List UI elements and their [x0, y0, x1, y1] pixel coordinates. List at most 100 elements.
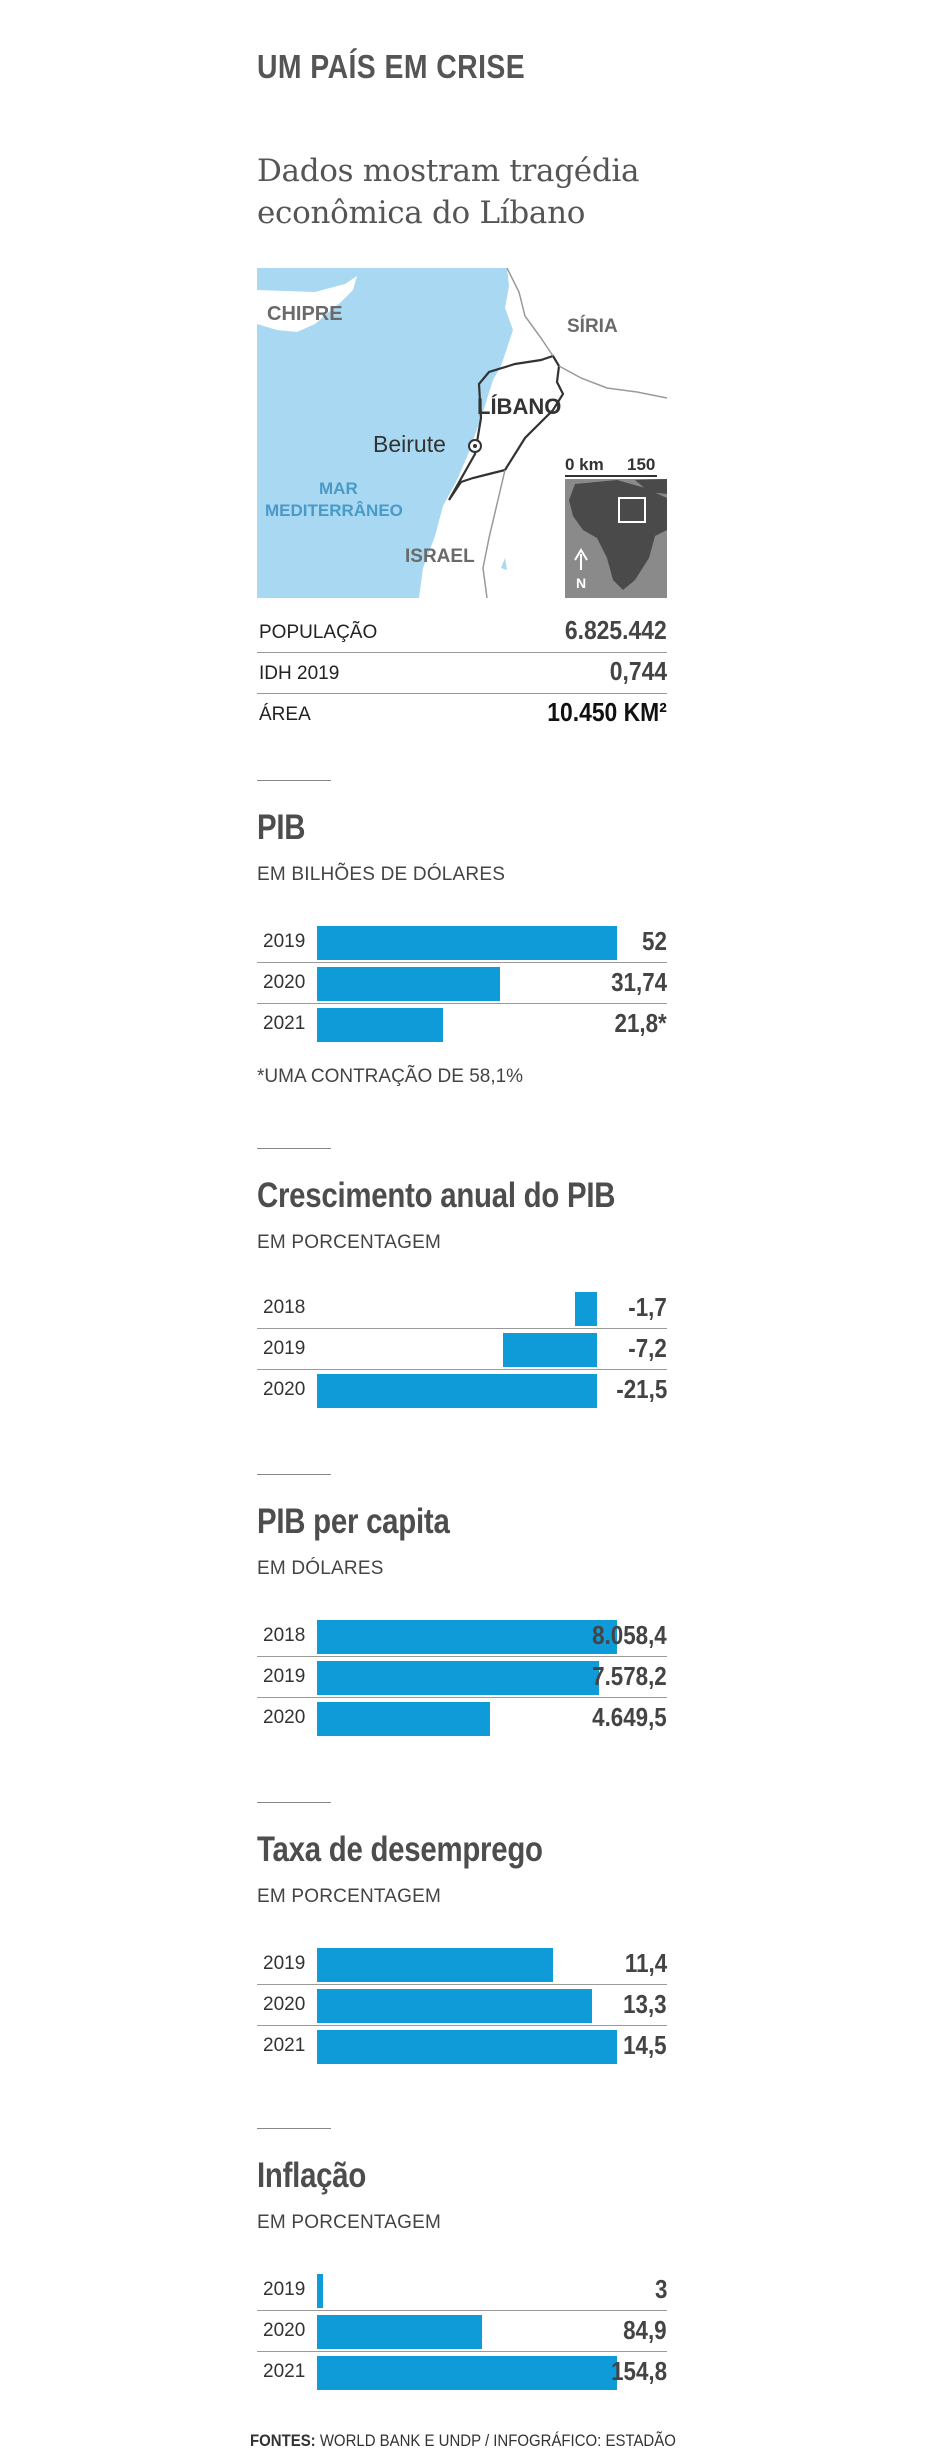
bar-row: 2020 -21,5 [257, 1370, 667, 1410]
bar-row: 2020 13,3 [257, 1985, 667, 2026]
fact-row-population: POPULAÇÃO 6.825.442 [257, 612, 667, 653]
chart-title: Taxa de desemprego [257, 1830, 543, 1869]
category-label: 2020 [263, 1379, 306, 1400]
headline: Dados mostram tragédia econômica do Líba… [257, 153, 640, 231]
cyprus-island [257, 276, 357, 332]
bar [317, 926, 617, 960]
bar [317, 2274, 323, 2308]
fact-value: 6.825.442 [565, 615, 667, 645]
section-divider [257, 1148, 331, 1149]
footer-prefix: FONTES: [250, 2431, 316, 2450]
bar [317, 1702, 491, 1736]
fact-row-area: ÁREA 10.450 KM² [257, 694, 667, 734]
map-label-israel: ISRAEL [405, 546, 475, 567]
bar [317, 1948, 553, 1982]
bar [503, 1333, 597, 1367]
value-label: 11,4 [624, 1948, 667, 1978]
facts-table: POPULAÇÃO 6.825.442 IDH 2019 0,744 ÁREA … [257, 612, 667, 734]
category-label: 2019 [263, 2279, 306, 2300]
bar [574, 1292, 597, 1326]
category-label: 2019 [263, 931, 306, 952]
bar-row: 2021 154,8 [257, 2352, 667, 2392]
fact-value: 10.450 KM² [547, 697, 667, 727]
fact-row-idh: IDH 2019 0,744 [257, 653, 667, 694]
section-divider [257, 1474, 331, 1475]
category-label: 2020 [263, 972, 306, 993]
value-label: -7,2 [628, 1333, 667, 1363]
bar [317, 2030, 617, 2064]
bar [317, 2356, 617, 2390]
bar [317, 1008, 443, 1042]
bar [317, 1374, 597, 1408]
bar [317, 2315, 482, 2349]
chart-note: *UMA CONTRAÇÃO DE 58,1% [257, 1066, 524, 1087]
section-divider [257, 2128, 331, 2129]
bar-row: 2018 8.058,4 [257, 1616, 667, 1657]
value-label: 154,8 [611, 2356, 667, 2386]
chart-growth: 2018 -1,7 2019 -7,2 2020 -21,5 [257, 1288, 667, 1410]
israel-border [482, 469, 506, 598]
map-label-cyprus: CHIPRE [267, 303, 343, 325]
bar [317, 1989, 593, 2023]
category-label: 2021 [263, 2035, 306, 2056]
chart-unemployment: 2019 11,4 2020 13,3 2021 14,5 [257, 1944, 667, 2066]
category-label: 2020 [263, 2320, 306, 2341]
bar-row: 2019 -7,2 [257, 1329, 667, 1370]
chart-title: PIB [257, 808, 306, 847]
value-label: 7.578,2 [592, 1661, 667, 1691]
north-label: N [576, 575, 586, 591]
value-label: 4.649,5 [592, 1702, 667, 1732]
category-label: 2019 [263, 1666, 306, 1687]
syria-border [506, 268, 667, 399]
category-label: 2021 [263, 2361, 306, 2382]
inset-map: N [565, 479, 667, 598]
scale-end: 150 [627, 455, 655, 474]
fact-label: POPULAÇÃO [259, 622, 378, 643]
bar-row: 2018 -1,7 [257, 1288, 667, 1329]
map-label-sea-1: MAR [319, 479, 358, 498]
bar [317, 1661, 600, 1695]
bar-row: 2020 84,9 [257, 2311, 667, 2352]
value-label: 13,3 [623, 1989, 667, 2019]
chart-subtitle: EM PORCENTAGEM [257, 2212, 442, 2233]
map-label-beirut: Beirute [373, 431, 446, 457]
footer-text: WORLD BANK E UNDP / INFOGRÁFICO: ESTADÃO [315, 2431, 676, 2450]
sea-area [257, 268, 513, 598]
section-divider [257, 780, 331, 781]
value-label: 84,9 [623, 2315, 667, 2345]
value-label: 52 [642, 926, 667, 956]
chart-subtitle: EM BILHÕES DE DÓLARES [257, 864, 506, 885]
footer-credits: FONTES: WORLD BANK E UNDP / INFOGRÁFICO:… [250, 2431, 676, 2451]
bar-row: 2019 52 [257, 922, 667, 963]
category-label: 2021 [263, 1013, 306, 1034]
map-label-lebanon: LÍBANO [477, 394, 561, 419]
bar-row: 2019 11,4 [257, 1944, 667, 1985]
category-label: 2018 [263, 1625, 306, 1646]
value-label: 8.058,4 [592, 1620, 667, 1650]
category-label: 2018 [263, 1297, 306, 1318]
map-label-syria: SÍRIA [567, 315, 618, 337]
value-label: -1,7 [628, 1292, 667, 1322]
chart-subtitle: EM PORCENTAGEM [257, 1886, 442, 1907]
chart-gdp-per-capita: 2018 8.058,4 2019 7.578,2 2020 4.649,5 [257, 1616, 667, 1738]
fact-value: 0,744 [609, 656, 667, 686]
chart-subtitle: EM DÓLARES [257, 1558, 384, 1579]
bar-row: 2020 4.649,5 [257, 1698, 667, 1738]
map-label-sea-2: MEDITERRÂNEO [265, 501, 403, 520]
chart-title: Inflação [257, 2156, 367, 2195]
value-label: 14,5 [623, 2030, 667, 2060]
bar-row: 2021 21,8* [257, 1004, 667, 1044]
value-label: 21,8* [614, 1008, 667, 1038]
fact-label: ÁREA [259, 704, 311, 725]
bar-row: 2020 31,74 [257, 963, 667, 1004]
chart-inflation: 2019 3 2020 84,9 2021 154,8 [257, 2270, 667, 2392]
bar [317, 967, 501, 1001]
lebanon-map: CHIPRE SÍRIA LÍBANO Beirute MAR MEDITERR… [257, 268, 667, 598]
bar-row: 2019 7.578,2 [257, 1657, 667, 1698]
bar-row: 2021 14,5 [257, 2026, 667, 2066]
bar [317, 1620, 617, 1654]
map: CHIPRE SÍRIA LÍBANO Beirute MAR MEDITERR… [257, 268, 667, 598]
bar-row: 2019 3 [257, 2270, 667, 2311]
category-label: 2019 [263, 1338, 306, 1359]
chart-title: Crescimento anual do PIB [257, 1176, 616, 1215]
